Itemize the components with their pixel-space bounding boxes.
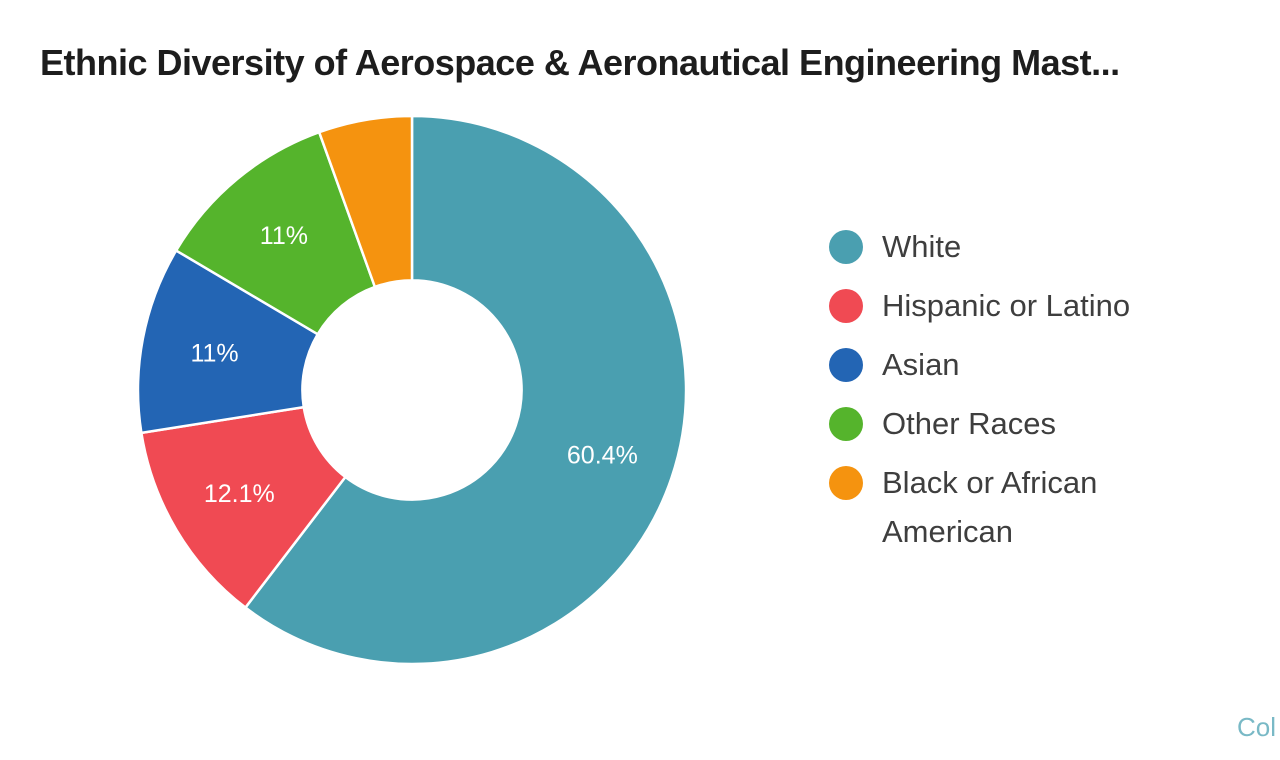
- pie-slice-hispanic-or-latino[interactable]: [140, 405, 347, 609]
- pie-slice-white[interactable]: [244, 114, 688, 666]
- legend-item-other-races[interactable]: Other Races: [829, 399, 1159, 448]
- legend-marker-hispanic-or-latino-icon: [829, 289, 863, 323]
- legend-item-black-or-african-american[interactable]: Black or African American: [829, 458, 1159, 556]
- legend-item-white[interactable]: White: [829, 222, 1159, 271]
- legend-marker-black-or-african-american-icon: [829, 466, 863, 500]
- watermark-link[interactable]: Col: [1237, 712, 1277, 742]
- slice-label-asian: 11%: [190, 339, 238, 367]
- legend-marker-other-races-icon: [829, 407, 863, 441]
- page-title: Ethnic Diversity of Aerospace & Aeronaut…: [40, 42, 1120, 83]
- slice-label-other-races: 11%: [260, 222, 308, 250]
- legend-label: Black or African American: [882, 465, 1098, 549]
- legend-label: Other Races: [882, 406, 1057, 441]
- legend-label: White: [882, 229, 962, 264]
- pie-slice-black-or-african-american[interactable]: [317, 114, 414, 289]
- legend-item-asian[interactable]: Asian: [829, 340, 1159, 389]
- pie-slice-other-races[interactable]: [174, 130, 377, 336]
- legend-marker-white-icon: [829, 230, 863, 264]
- chart-legend: White Hispanic or Latino Asian Other Races B…: [829, 222, 1159, 566]
- legend-item-hispanic-or-latino[interactable]: Hispanic or Latino: [829, 281, 1159, 330]
- pie-slice-asian[interactable]: [136, 249, 319, 435]
- legend-label: Asian: [882, 347, 960, 382]
- legend-marker-asian-icon: [829, 348, 863, 382]
- slice-label-hispanic-or-latino: 12.1%: [204, 480, 275, 508]
- legend-label: Hispanic or Latino: [882, 288, 1131, 323]
- slice-label-white: 60.4%: [567, 442, 638, 470]
